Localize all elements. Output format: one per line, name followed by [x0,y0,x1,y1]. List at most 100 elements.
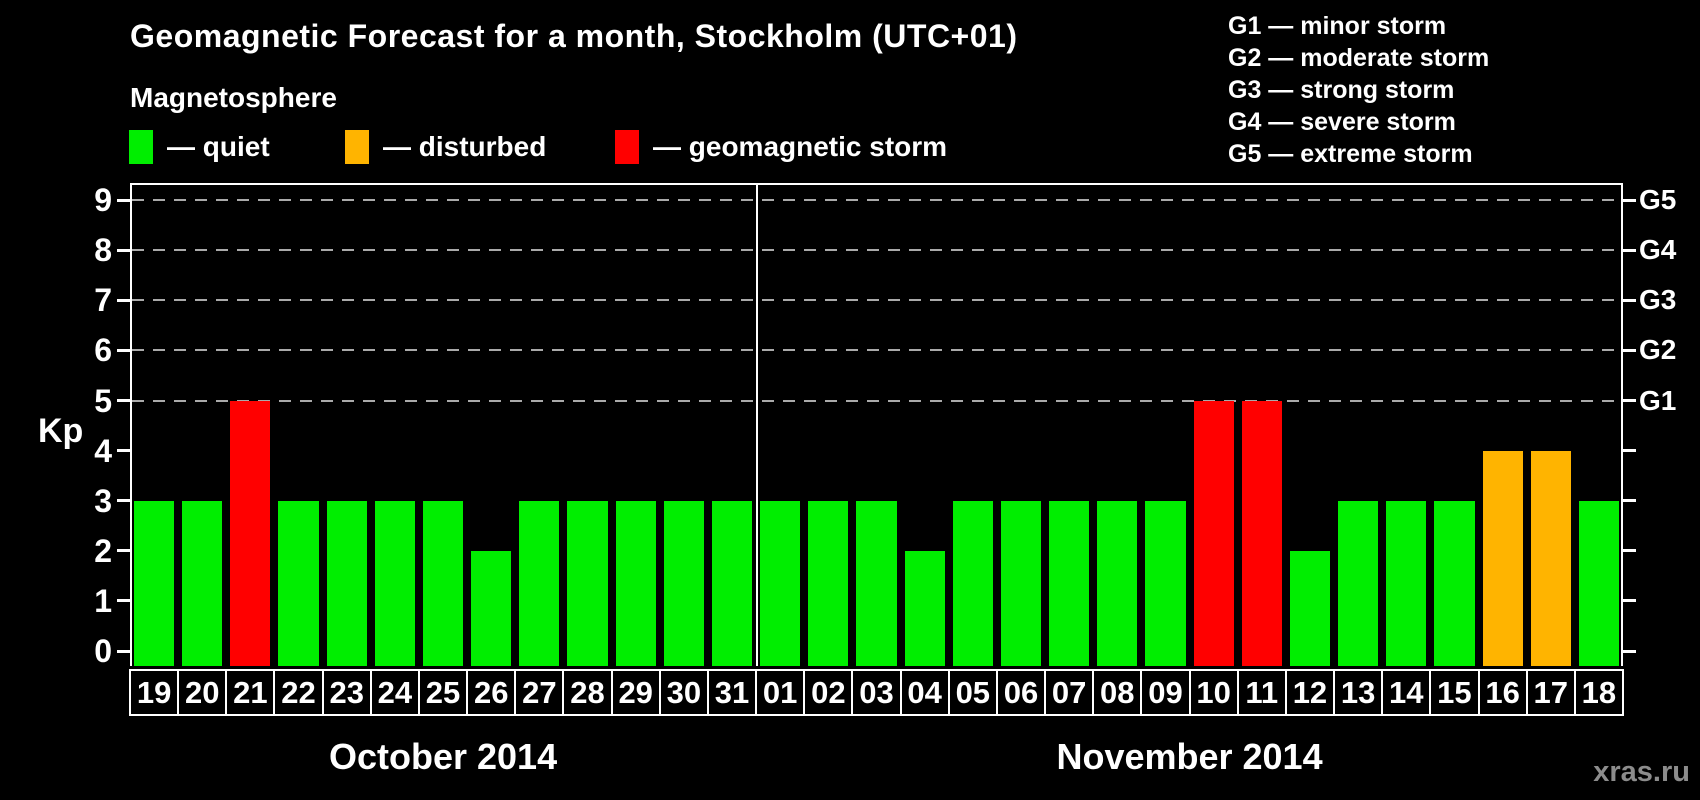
day-label-cell: 24 [369,669,420,716]
legend-label-disturbed: — disturbed [383,131,547,162]
kp-bar [808,500,849,666]
kp-bar [1097,500,1138,666]
right-axis-tick [1623,549,1636,553]
day-label-cell: 30 [658,669,709,716]
day-label-cell: 29 [610,669,661,716]
right-axis-tick [1623,649,1636,653]
legend-item-quiet: — quiet [129,128,270,166]
day-label-cell: 08 [1092,669,1143,716]
g-scale-item: G5 — extreme storm [1228,140,1473,168]
gridline-kp5 [132,399,1621,402]
kp-bar [1145,500,1186,666]
day-label-cell: 17 [1525,669,1576,716]
y-tick-label: 4 [94,432,112,469]
y-tick-label: 8 [94,232,112,269]
gridline-kp8 [132,249,1621,252]
g-scale-item: G1 — minor storm [1228,12,1447,40]
legend-item-storm: — geomagnetic storm [615,128,947,166]
kp-bar [1193,400,1234,666]
kp-bar [1049,500,1090,666]
day-label-cell: 09 [1140,669,1191,716]
kp-bar [615,500,656,666]
day-label-cell: 12 [1284,669,1336,716]
right-axis-tick [1623,399,1636,402]
kp-bar [760,500,801,666]
day-label-cell: 23 [321,669,372,716]
y-tick-label: 5 [94,382,112,419]
day-label-cell: 03 [851,669,902,716]
kp-bar [1530,450,1571,666]
g-axis-label-g5: G5 [1639,184,1677,216]
kp-bar [1241,400,1282,666]
y-axis-tick [117,348,130,352]
right-axis-tick [1623,248,1636,252]
g-scale-item: G2 — moderate storm [1228,44,1490,72]
day-label-cell: 10 [1188,669,1239,716]
g-axis-label-g3: G3 [1639,284,1677,316]
kp-bar [1386,500,1427,666]
chart-title: Geomagnetic Forecast for a month, Stockh… [130,18,1018,54]
y-tick-label: 0 [94,633,112,669]
y-axis-tick [117,449,130,453]
watermark: xras.ru [1593,756,1690,788]
day-label-cell: 05 [947,669,998,716]
gridline-kp6 [132,349,1621,352]
plot-area [130,183,1623,666]
legend-item-disturbed: — disturbed [345,128,546,166]
right-axis-tick [1623,348,1636,352]
g-axis-label-g4: G4 [1639,234,1677,266]
month-label: November 2014 [1056,736,1323,777]
month-label: October 2014 [328,736,558,777]
storm-color-swatch [615,130,639,164]
kp-bar [711,500,753,666]
kp-bar [856,500,897,666]
y-axis-tick [117,549,130,553]
legend-label-quiet: — quiet [167,131,270,162]
kp-bar [567,500,608,666]
y-axis-tick [117,399,130,402]
day-label-cell: 14 [1381,669,1432,716]
y-axis-tick [117,599,130,603]
kp-bar [663,500,704,666]
legend-label-storm: — geomagnetic storm [653,131,948,162]
day-label-cell: 26 [466,669,517,716]
day-label-cell: 11 [1236,669,1287,716]
month-separator [756,183,759,666]
day-label-cell: 25 [417,669,469,716]
day-label-cell: 13 [1333,669,1384,716]
gridline-kp9 [132,199,1621,202]
y-axis-tick [117,198,130,202]
kp-bar [374,500,415,666]
y-tick-label: 2 [94,532,112,569]
g-axis-label-g1: G1 [1639,384,1677,416]
kp-bar [1000,500,1042,666]
day-label-cell: 01 [755,669,806,716]
right-axis-tick [1623,599,1636,603]
gridline-kp7 [132,299,1621,302]
day-label-cell: 28 [562,669,613,716]
g-scale-legend: G1 — minor storm G2 — moderate storm G3 — … [1228,10,1489,170]
kp-bar [1289,550,1331,666]
day-label-cell: 31 [706,669,758,716]
kp-bar [1338,500,1379,666]
day-label-cell: 16 [1477,669,1528,716]
kp-bar [422,500,464,666]
y-axis-title: Kp [38,412,84,450]
g-axis-label-g2: G2 [1639,334,1677,366]
kp-bar [952,500,993,666]
day-label-cell: 06 [995,669,1047,716]
quiet-color-swatch [129,130,153,164]
kp-bar [1578,500,1619,666]
g-scale-item: G4 — severe storm [1228,108,1456,136]
y-tick-label: 7 [94,282,112,319]
right-axis-tick [1623,449,1636,453]
y-tick-label: 6 [94,332,112,369]
kp-bar [519,500,560,666]
g-scale-item: G3 — strong storm [1228,76,1455,104]
day-label-cell: 15 [1429,669,1480,716]
y-axis-tick [117,499,130,503]
day-label-cell: 07 [1044,669,1095,716]
y-tick-label: 9 [94,182,112,219]
kp-bar [230,400,271,666]
